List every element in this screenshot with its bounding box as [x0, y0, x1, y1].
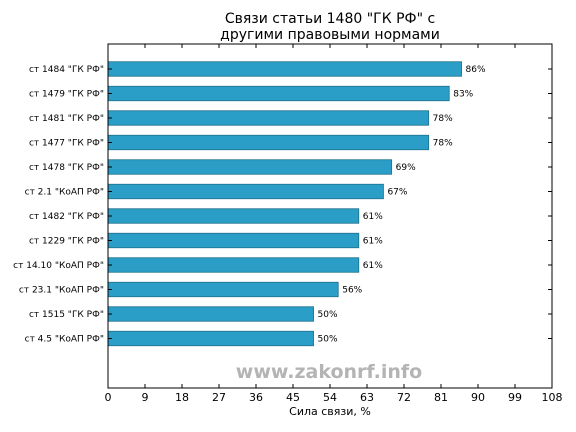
bar	[107, 257, 360, 273]
x-tick-label: 90	[471, 391, 485, 404]
category-label: ст 1477 "ГК РФ"	[29, 139, 104, 149]
bar-value-label: 61%	[363, 237, 383, 247]
x-tick-label: 36	[249, 391, 263, 404]
bar-value-label: 50%	[318, 310, 338, 320]
category-label: ст 23.1 "КоАП РФ"	[19, 286, 104, 296]
bar	[107, 85, 450, 102]
bar-value-label: 86%	[466, 65, 486, 75]
x-tick-label: 45	[286, 391, 300, 404]
category-label: ст 1478 "ГК РФ"	[29, 163, 104, 173]
category-label: ст 1515 "ГК РФ"	[29, 310, 104, 320]
x-tick-label: 81	[434, 391, 448, 404]
category-label: ст 2.1 "КоАП РФ"	[25, 188, 104, 198]
bar	[107, 330, 314, 347]
bar-value-label: 50%	[318, 335, 338, 345]
bar	[107, 183, 384, 200]
bar	[107, 208, 360, 224]
bar	[107, 232, 360, 249]
value-labels: 86% 83% 78% 78% 69% 67% 61% 61% 61% 56% 50% 50%	[318, 65, 486, 345]
category-label: ст 14.10 "КоАП РФ"	[13, 261, 104, 271]
x-tick-label: 18	[175, 391, 189, 404]
bar-value-label: 78%	[433, 114, 453, 124]
chart-title-line-1: Связи статьи 1480 "ГК РФ" с	[225, 11, 435, 27]
category-label: ст 1479 "ГК РФ"	[29, 90, 104, 100]
bar-value-label: 83%	[453, 90, 473, 100]
x-tick-label: 99	[508, 391, 522, 404]
x-tick-label: 72	[397, 391, 411, 404]
x-axis-ticks: 0 9 18 27 36 45 54 63 72 81 90 99 108	[105, 44, 563, 404]
category-label: ст 4.5 "КоАП РФ"	[25, 335, 104, 345]
x-tick-label: 27	[212, 391, 226, 404]
bars-group	[107, 61, 462, 347]
x-tick-label: 108	[542, 391, 563, 404]
bar-value-label: 61%	[363, 212, 383, 222]
chart-title-line-2: другими правовыми нормами	[220, 27, 440, 43]
bar-value-label: 69%	[396, 163, 416, 173]
bar-value-label: 67%	[387, 188, 407, 198]
x-tick-label: 9	[142, 391, 149, 404]
bar	[107, 159, 393, 175]
category-label: ст 1229 "ГК РФ"	[29, 237, 104, 247]
category-labels: ст 1484 "ГК РФ" ст 1479 "ГК РФ" ст 1481 "Г…	[13, 65, 104, 345]
bar-value-label: 78%	[433, 139, 453, 149]
x-axis-title: Сила связи, %	[289, 405, 371, 418]
x-tick-label: 63	[360, 391, 374, 404]
bar-value-label: 56%	[342, 286, 362, 296]
category-label: ст 1482 "ГК РФ"	[29, 212, 104, 222]
bar	[107, 134, 430, 151]
watermark: www.zakonrf.info	[236, 361, 422, 383]
x-tick-label: 0	[105, 391, 112, 404]
x-tick-label: 54	[323, 391, 337, 404]
category-label: ст 1484 "ГК РФ"	[29, 65, 104, 75]
category-label: ст 1481 "ГК РФ"	[29, 114, 104, 124]
bar	[107, 281, 339, 298]
bar-value-label: 61%	[363, 261, 383, 271]
bar	[107, 110, 430, 126]
bar	[107, 61, 462, 77]
bar	[107, 306, 314, 322]
